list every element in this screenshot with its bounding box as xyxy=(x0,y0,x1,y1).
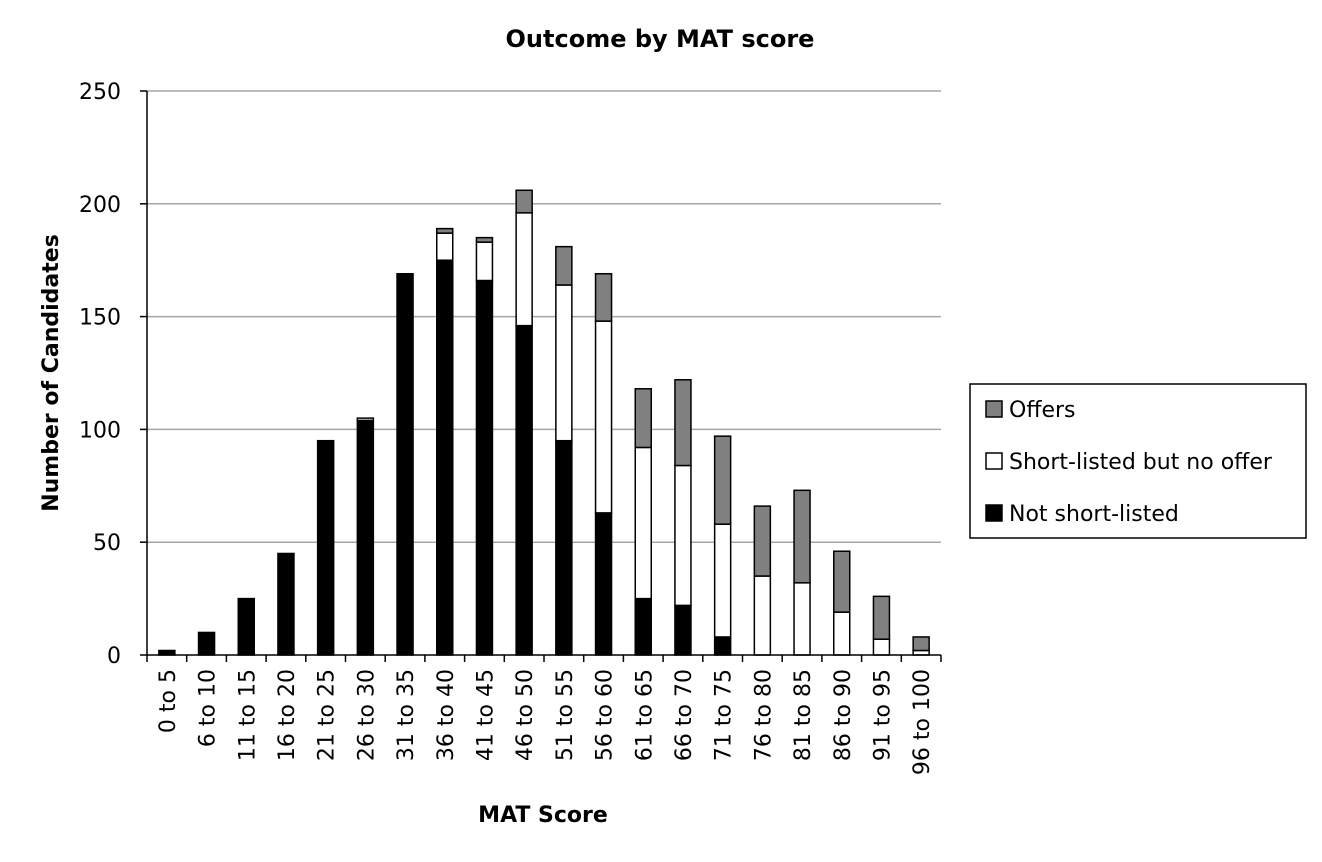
x-tick-label: 76 to 80 xyxy=(751,669,776,761)
bar-segment-not-short-listed xyxy=(237,597,255,656)
bar-segment-short-listed-but-no-offer xyxy=(594,320,613,514)
chart-title: Outcome by MAT score xyxy=(506,25,815,53)
x-tick-label: 11 to 15 xyxy=(235,669,260,761)
y-tick-labels: 0 50 100 150 200 250 xyxy=(79,80,147,669)
legend-label: Offers xyxy=(1009,398,1076,423)
x-tick-label: 96 to 100 xyxy=(910,669,935,775)
legend-swatch-offers xyxy=(985,400,1003,418)
bar-segment-offers xyxy=(475,236,494,243)
x-tick-label: 31 to 35 xyxy=(394,669,419,761)
legend-box xyxy=(969,383,1307,539)
legend-label: Short-listed but no offer xyxy=(1009,450,1273,475)
y-axis-title: Number of Candidates xyxy=(39,234,64,512)
legend-swatch-short-listed-but-no-offer xyxy=(985,452,1003,470)
bar-segment-not-short-listed xyxy=(277,552,295,656)
x-tick-label: 6 to 10 xyxy=(196,669,221,747)
bar-segment-not-short-listed xyxy=(356,419,375,656)
bar-segment-offers xyxy=(674,379,692,467)
bar-segment-offers xyxy=(753,505,772,577)
y-tick-label: 50 xyxy=(93,531,121,556)
y-tick-label: 0 xyxy=(107,644,121,669)
bar-segment-short-listed-but-no-offer xyxy=(555,284,573,442)
x-axis-title: MAT Score xyxy=(478,803,608,828)
x-tick-label: 81 to 85 xyxy=(791,669,816,761)
x-tick-label: 36 to 40 xyxy=(434,669,459,761)
x-tick-label: 21 to 25 xyxy=(315,669,340,761)
bar-segment-offers xyxy=(713,435,732,525)
bar-segment-not-short-listed xyxy=(316,439,335,656)
bar-segment-not-short-listed xyxy=(436,259,454,656)
bar-segment-not-short-listed xyxy=(555,439,573,656)
bar-segment-short-listed-but-no-offer xyxy=(356,417,375,422)
x-tick-label: 66 to 70 xyxy=(672,669,697,761)
bar-segment-offers xyxy=(555,245,573,286)
x-tick-label: 26 to 30 xyxy=(354,669,379,761)
x-tick-label: 61 to 65 xyxy=(632,669,657,761)
bar-segment-short-listed-but-no-offer xyxy=(436,232,454,261)
bar-segment-short-listed-but-no-offer xyxy=(833,611,851,656)
bar-segment-not-short-listed xyxy=(634,597,652,656)
bar-segment-offers xyxy=(872,595,891,640)
bar-segment-not-short-listed xyxy=(197,631,216,656)
x-tick-label: 16 to 20 xyxy=(275,669,300,761)
bar-segment-not-short-listed xyxy=(475,279,494,656)
bar-segment-offers xyxy=(515,189,533,214)
axes xyxy=(146,91,941,656)
x-tick-label: 56 to 60 xyxy=(593,669,618,761)
legend: Offers Short-listed but no offer Not short… xyxy=(969,383,1307,539)
bar-segment-not-short-listed xyxy=(515,324,533,656)
bars xyxy=(158,189,930,656)
bar-segment-offers xyxy=(793,489,811,584)
bar-segment-not-short-listed xyxy=(713,636,732,656)
bar-segment-offers xyxy=(436,227,454,234)
bar-segment-short-listed-but-no-offer xyxy=(753,575,772,656)
x-tick-label: 0 to 5 xyxy=(156,669,181,733)
bar-segment-short-listed-but-no-offer xyxy=(515,212,533,327)
x-tick-label: 46 to 50 xyxy=(513,669,538,761)
bar-segment-not-short-listed xyxy=(396,272,414,656)
y-tick-label: 100 xyxy=(79,418,121,443)
y-tick-label: 150 xyxy=(79,306,121,331)
bar-segment-not-short-listed xyxy=(674,604,692,656)
bar-segment-short-listed-but-no-offer xyxy=(634,446,652,600)
bar-segment-short-listed-but-no-offer xyxy=(475,241,494,282)
bar-segment-offers xyxy=(912,636,930,652)
x-tick-label: 41 to 45 xyxy=(473,669,498,761)
x-tick-label: 91 to 95 xyxy=(870,669,895,761)
y-tick-label: 250 xyxy=(79,80,121,105)
bar-segment-short-listed-but-no-offer xyxy=(872,638,891,656)
bar-segment-offers xyxy=(634,388,652,449)
bar-segment-not-short-listed xyxy=(594,512,613,656)
legend-label: Not short-listed xyxy=(1009,502,1179,527)
x-tick-label: 51 to 55 xyxy=(553,669,578,761)
bar-segment-offers xyxy=(833,550,851,613)
y-tick-label: 200 xyxy=(79,193,121,218)
gridlines xyxy=(147,90,941,543)
bar-segment-short-listed-but-no-offer xyxy=(793,582,811,656)
bar-segment-short-listed-but-no-offer xyxy=(713,523,732,638)
x-tick-labels: 0 to 5 6 to 10 11 to 15 16 to 20 21 to 25 26 … xyxy=(146,655,942,775)
bar-segment-short-listed-but-no-offer xyxy=(674,464,692,607)
x-tick-label: 86 to 90 xyxy=(831,669,856,761)
x-tick-label: 71 to 75 xyxy=(712,669,737,761)
bar-segment-offers xyxy=(594,272,613,322)
legend-swatch-not-short-listed xyxy=(985,504,1003,522)
